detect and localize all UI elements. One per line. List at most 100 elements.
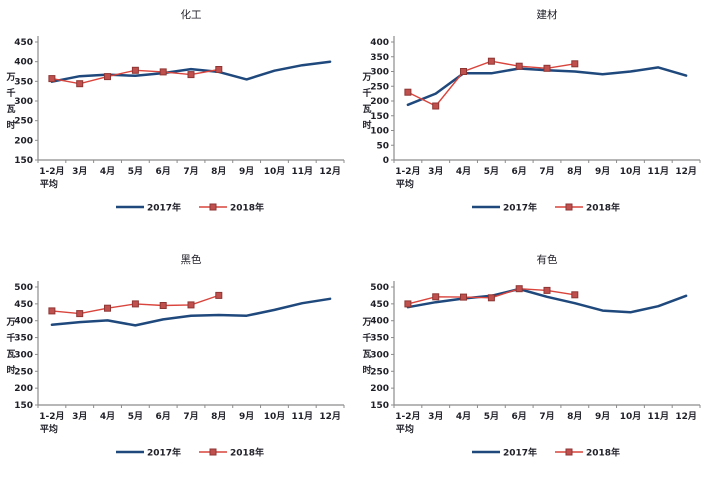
- x-tick-label: 9月: [239, 166, 254, 177]
- series-2017-line: [406, 66, 688, 107]
- y-tick-label: 150: [370, 112, 389, 122]
- x-tick-label: 12月: [319, 411, 341, 422]
- y-axis-title-char: 万: [5, 72, 15, 83]
- x-tick-label: 5月: [128, 166, 143, 177]
- x-tick-label: 12月: [319, 166, 341, 177]
- y-tick-label: 150: [14, 401, 33, 411]
- chart-huagong: 化工 450 400 350 300 250 200 150 1-2月 3月 4月 5月 6月 7月 8月 9…: [0, 0, 356, 244]
- x-tick-label: 6月: [156, 411, 171, 422]
- y-tick-label: 350: [370, 53, 389, 63]
- series-2017-line: [50, 60, 332, 83]
- legend-label-2017: 2017年: [503, 202, 537, 214]
- y-tick-label: 200: [370, 384, 389, 394]
- x-tick-label: 5月: [484, 411, 499, 422]
- x-tick-label: 4月: [456, 411, 471, 422]
- x-tick-label: 10月: [620, 166, 642, 177]
- y-tick-label: 250: [14, 367, 33, 377]
- x-tick-label: 1-2月: [39, 411, 64, 422]
- y-tick-label: 500: [14, 283, 33, 293]
- x-tick-label: 1-2月: [395, 411, 420, 422]
- series-2018-marker: [404, 300, 412, 308]
- y-tick-label: 400: [370, 317, 389, 327]
- y-axis-title-char: 瓦: [362, 349, 371, 360]
- chart-svg-0: 化工 450 400 350 300 250 200 150 1-2月 3月 4月 5月 6月 7月 8月 9…: [5, 8, 345, 214]
- y-tick-label: 300: [14, 97, 33, 107]
- legend-label-2017: 2017年: [147, 447, 181, 459]
- series-2018-marker: [76, 80, 84, 88]
- x-tick-label-line2: 平均: [40, 178, 58, 190]
- series-2018-marker: [159, 302, 167, 309]
- legend-label-2018: 2018年: [586, 202, 620, 214]
- y-tick-label: 400: [370, 38, 389, 48]
- y-axis-title-char: 千: [6, 332, 15, 344]
- x-tick-label: 5月: [128, 411, 143, 422]
- legend-label-2017: 2017年: [503, 447, 537, 459]
- y-tick-label: 300: [370, 68, 389, 78]
- x-tick-label: 7月: [539, 166, 554, 177]
- y-axis-title-char: 时: [362, 364, 371, 376]
- series-2018-marker: [48, 75, 56, 83]
- legend-marker-2018: [565, 448, 573, 456]
- x-tick-label: 8月: [211, 166, 226, 177]
- y-tick-label: 100: [370, 127, 389, 137]
- y-tick-label: 300: [370, 350, 389, 360]
- y-tick-label: 350: [370, 334, 389, 344]
- x-tick-label: 11月: [292, 411, 314, 422]
- series-2018-marker: [159, 68, 167, 76]
- series-2017-line: [406, 287, 688, 314]
- legend-label-2018: 2018年: [230, 202, 264, 214]
- chart-title: 化工: [181, 8, 202, 21]
- chart-jiancai: 建材 400 350 300 250 200 150 100 50 0 1-2月 3月 4月 5月 6月 7月…: [356, 0, 712, 244]
- series-2018-marker: [215, 291, 223, 299]
- y-tick-label: 300: [14, 350, 33, 360]
- x-tick-label: 7月: [183, 166, 198, 177]
- y-axis-title-char: 万: [5, 317, 15, 328]
- legend: 2017年 2018年: [472, 202, 620, 214]
- series-2018-marker: [571, 60, 579, 68]
- y-tick-label: 250: [370, 367, 389, 377]
- series-2018-marker: [460, 68, 467, 75]
- y-tick-label: 0: [383, 156, 389, 166]
- x-tick-label-line2: 平均: [396, 423, 414, 435]
- x-tick-label: 1-2月: [395, 166, 420, 177]
- series-2018-marker: [460, 293, 467, 301]
- y-tick-label: 400: [14, 58, 33, 68]
- y-axis-title-char: 时: [362, 119, 371, 131]
- x-tick-label: 6月: [512, 166, 527, 177]
- series-2018-marker: [76, 310, 84, 318]
- x-tick-label: 7月: [183, 411, 198, 422]
- chart-svg-2: 黑色 500 450 400 350 300 250 200 150 1-2月 3月 4月 5月 6月 7月…: [5, 253, 345, 459]
- y-axis-title-char: 时: [6, 119, 15, 131]
- chart-svg-3: 有色 500 450 400 350 300 250 200 150 1-2月 3月 4月 5月 6月 7月…: [361, 253, 701, 459]
- x-tick-label: 10月: [620, 411, 642, 422]
- y-axis-title-char: 瓦: [362, 104, 371, 115]
- x-tick-label: 4月: [100, 166, 115, 177]
- series-2017-line: [50, 297, 332, 327]
- legend-label-2017: 2017年: [147, 202, 181, 214]
- x-tick-label: 9月: [595, 166, 610, 177]
- legend-label-2018: 2018年: [230, 447, 264, 459]
- legend: 2017年 2018年: [116, 202, 264, 214]
- series-2018-marker: [104, 304, 111, 312]
- legend-marker-2018: [209, 448, 217, 456]
- y-tick-label: 200: [14, 136, 33, 146]
- y-tick-label: 450: [370, 300, 389, 310]
- series-2018-marker: [515, 62, 523, 70]
- x-tick-label: 11月: [292, 166, 314, 177]
- series-2018-marker: [432, 293, 440, 301]
- y-axis-title-char: 瓦: [6, 349, 15, 360]
- y-axis-title-char: 千: [362, 332, 371, 344]
- y-tick-label: 250: [370, 82, 389, 92]
- series-2018-marker: [404, 88, 412, 96]
- chart-title: 黑色: [181, 253, 202, 266]
- chart-title: 有色: [537, 253, 558, 266]
- series-2018-marker: [131, 66, 139, 74]
- x-tick-label: 3月: [72, 411, 87, 422]
- x-tick-label: 11月: [648, 411, 670, 422]
- x-tick-label: 4月: [100, 411, 115, 422]
- x-tick-label: 6月: [512, 411, 527, 422]
- series-2018-marker: [515, 285, 523, 293]
- x-tick-label-line2: 平均: [40, 423, 58, 435]
- series-2018-marker: [543, 64, 551, 72]
- y-axis-title-char: 千: [6, 87, 15, 99]
